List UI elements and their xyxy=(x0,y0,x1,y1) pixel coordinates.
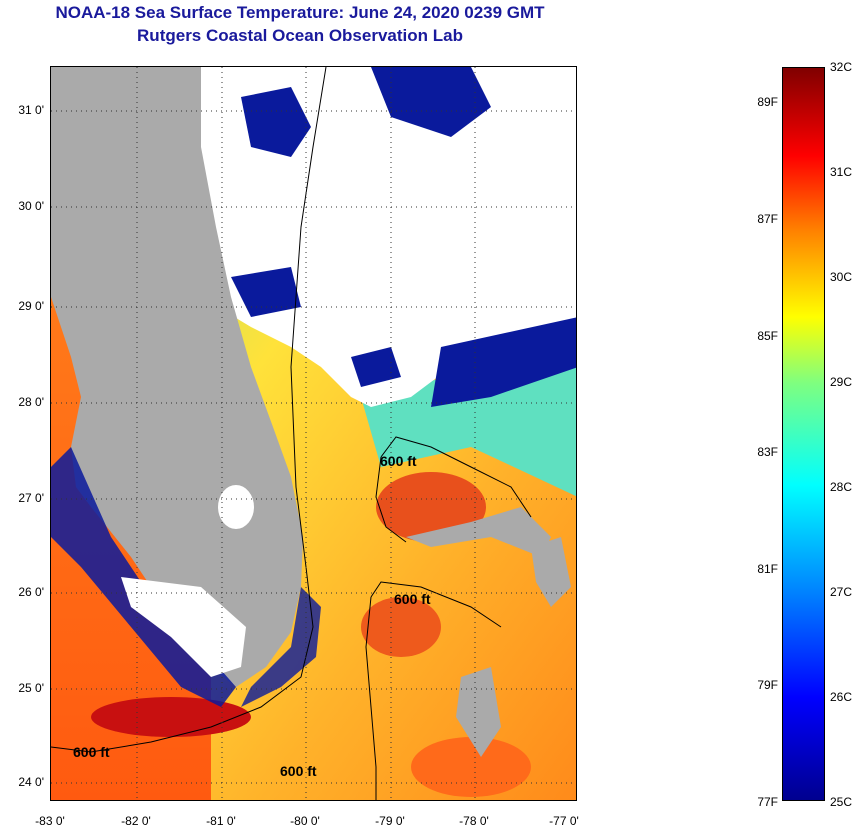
colorbar-fahrenheit-label: 85F xyxy=(757,329,778,343)
sst-map[interactable] xyxy=(50,66,577,801)
lon-label: -79 0' xyxy=(375,814,405,828)
colorbar-celsius-label: 30C xyxy=(830,270,853,284)
lat-label: 28 0' xyxy=(18,395,44,409)
isobath-label: 600 ft xyxy=(280,763,317,779)
colorbar-fahrenheit-label: 83F xyxy=(757,445,778,459)
map-subtitle: Rutgers Coastal Ocean Observation Lab xyxy=(137,26,463,45)
colorbar-celsius-label: 28C xyxy=(830,480,853,494)
map-title: NOAA-18 Sea Surface Temperature: June 24… xyxy=(55,3,545,22)
isobath-line xyxy=(370,581,502,628)
lon-label: -82 0' xyxy=(121,814,151,828)
colorbar-fahrenheit-label: 77F xyxy=(757,795,778,809)
colorbar-celsius-label: 25C xyxy=(830,795,853,809)
warm-patch xyxy=(91,697,251,737)
lat-label: 25 0' xyxy=(18,681,44,695)
colorbar-fahrenheit-label: 89F xyxy=(757,95,778,109)
cold-patch xyxy=(241,87,311,157)
isobath-label: 600 ft xyxy=(380,453,417,469)
lat-label: 27 0' xyxy=(18,491,44,505)
florida-land xyxy=(51,67,303,687)
cold-coastal-water xyxy=(241,587,321,707)
colorbar-celsius-label: 26C xyxy=(830,690,853,704)
isobath-label: 600 ft xyxy=(73,744,110,760)
temperature-colorbar xyxy=(782,67,825,801)
everglades-area xyxy=(121,577,246,677)
isobath-line xyxy=(365,596,377,800)
lat-label: 29 0' xyxy=(18,299,44,313)
colorbar-celsius-label: 32C xyxy=(830,60,853,74)
lon-label: -81 0' xyxy=(206,814,236,828)
isobath-line xyxy=(51,486,314,753)
warm-patch xyxy=(361,597,441,657)
lon-label: -78 0' xyxy=(459,814,489,828)
bahamas-land xyxy=(531,537,571,607)
warm-patch xyxy=(411,737,531,797)
lat-label: 24 0' xyxy=(18,775,44,789)
cold-patch xyxy=(231,267,301,317)
lat-label: 31 0' xyxy=(18,103,44,117)
cold-patch xyxy=(371,67,491,137)
lake-okeechobee xyxy=(218,485,254,529)
colorbar-fahrenheit-label: 87F xyxy=(757,212,778,226)
colorbar-celsius-label: 29C xyxy=(830,375,853,389)
cold-patch xyxy=(431,317,576,407)
isobath-line xyxy=(375,456,407,543)
isobath-line xyxy=(290,67,327,488)
colorbar-fahrenheit-label: 81F xyxy=(757,562,778,576)
isobath-label: 600 ft xyxy=(394,591,431,607)
isobath-line xyxy=(380,436,532,518)
bahamas-land xyxy=(456,667,501,757)
lon-label: -83 0' xyxy=(35,814,65,828)
bahamas-land xyxy=(406,507,551,557)
warm-patch xyxy=(376,472,486,542)
lat-label: 30 0' xyxy=(18,199,44,213)
sst-map-canvas xyxy=(51,67,576,800)
cold-patch xyxy=(351,347,401,387)
lat-label: 26 0' xyxy=(18,585,44,599)
colorbar-celsius-label: 27C xyxy=(830,585,853,599)
lon-label: -80 0' xyxy=(290,814,320,828)
colorbar-fahrenheit-label: 79F xyxy=(757,678,778,692)
lon-label: -77 0' xyxy=(549,814,579,828)
colorbar-celsius-label: 31C xyxy=(830,165,853,179)
